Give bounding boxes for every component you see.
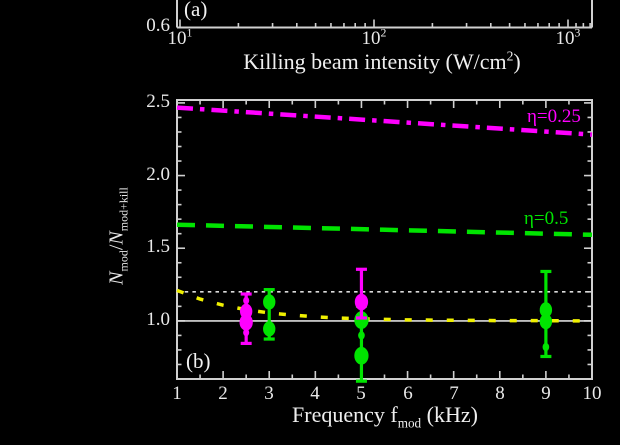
panel-b-xtick-label: 5 xyxy=(356,383,366,404)
eta-0.25-model xyxy=(176,105,593,137)
magenta-marker xyxy=(243,296,250,305)
panel-b-yaxis-title: Nmod/Nmod+kill xyxy=(105,187,131,285)
panel-b-xtick-label: 6 xyxy=(403,383,413,404)
panel-b-ytick-label: 2.0 xyxy=(146,164,170,185)
eta-0.5-model xyxy=(176,222,593,238)
panel-a-xtick-label: 103 xyxy=(555,26,581,49)
green-marker xyxy=(354,311,369,329)
magenta-cluster-x5 xyxy=(354,267,369,320)
eta-025-annotation: η=0.25 xyxy=(527,106,581,127)
panel-b-ytick-label: 2.5 xyxy=(146,91,170,112)
panel-b-xaxis-title-sub: mod xyxy=(397,415,422,431)
panel-b-xtick-label: 9 xyxy=(541,383,551,404)
green-cluster-x9 xyxy=(539,269,553,359)
magenta-marker xyxy=(239,314,253,331)
green-marker xyxy=(263,294,276,310)
magenta-marker xyxy=(243,328,250,337)
panel-b-axes xyxy=(176,99,593,380)
panel-b-ytick-label: 1.5 xyxy=(146,236,170,257)
panel-b-xtick-label: 3 xyxy=(264,383,274,404)
panel-b-ytick-label: 1.0 xyxy=(146,309,170,330)
green-marker xyxy=(358,331,365,340)
panel-a-letter: (a) xyxy=(184,0,208,21)
panel-a-ytick-label: 0.6 xyxy=(146,15,170,36)
panel-b-xtick-label: 2 xyxy=(218,383,228,404)
panel-b-xtick-label: 7 xyxy=(449,383,459,404)
panel-b-letter: (b) xyxy=(186,349,211,373)
green-marker xyxy=(354,346,369,365)
panel-b-xtick-label: 4 xyxy=(310,383,320,404)
green-marker xyxy=(263,321,276,337)
panel-b-xtick-label: 10 xyxy=(582,383,602,404)
panel-a-xtick-label: 101 xyxy=(167,26,193,49)
panel-a-xaxis-title-text: Killing beam intensity (W/cm xyxy=(243,49,507,74)
eta-05-annotation: η=0.5 xyxy=(524,208,569,229)
panel-a-axes xyxy=(176,0,593,29)
panel-a-xaxis-title-close: ) xyxy=(513,49,521,74)
data-points xyxy=(239,267,553,383)
magenta-marker xyxy=(354,293,369,311)
panel-a-xtick-label: 102 xyxy=(361,26,387,49)
panel-b-xtick-label: 1 xyxy=(172,383,182,404)
panel-a-xaxis-title: Killing beam intensity (W/cm2) xyxy=(243,49,520,74)
panel-b-xaxis-title-text: Frequency f xyxy=(292,402,398,427)
yellow-model xyxy=(176,288,593,323)
green-marker xyxy=(539,313,553,330)
panel-b-xaxis-title: Frequency fmod (kHz) xyxy=(292,402,478,431)
ylabel-sub2: mod+kill xyxy=(116,187,131,232)
ylabel-N1: N xyxy=(105,271,128,285)
panel-b-xaxis-title-close: (kHz) xyxy=(421,402,478,427)
panel-b-xtick-label: 8 xyxy=(495,383,505,404)
magenta-cluster-x2.5 xyxy=(239,292,253,345)
green-marker xyxy=(539,302,553,318)
green-cluster-x3 xyxy=(263,288,276,341)
green-marker xyxy=(542,342,550,352)
panel-a-xaxis-title-sup: 2 xyxy=(506,48,514,64)
